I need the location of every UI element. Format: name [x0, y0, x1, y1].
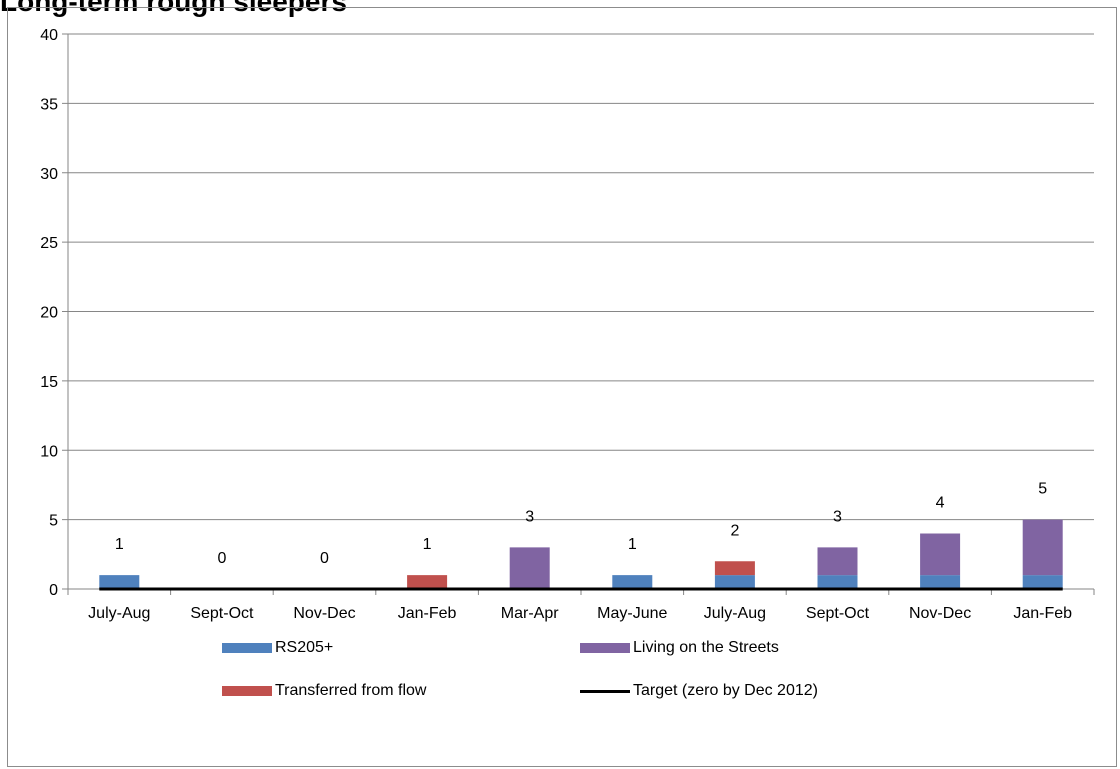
bar-transferred-from-flow-6 [714, 561, 755, 576]
x-tick-label: Jan-Feb [1013, 605, 1072, 622]
total-label: 4 [936, 495, 945, 512]
bar-rs205--8 [920, 575, 961, 589]
bar-rs205--7 [817, 575, 858, 589]
total-label: 0 [217, 550, 226, 567]
bar-living-on-the-streets-9 [1022, 519, 1063, 576]
x-tick-label: May-June [597, 605, 667, 622]
chart-title: Long-term rough sleepers [0, 0, 347, 17]
x-tick-label: Sept-Oct [806, 605, 870, 622]
y-tick-label: 10 [40, 443, 58, 460]
x-tick-label: Sept-Oct [190, 605, 254, 622]
total-label: 1 [115, 536, 124, 553]
y-tick-label: 5 [49, 513, 58, 530]
chart-frame [7, 7, 1117, 767]
x-tick-label: July-Aug [704, 605, 766, 622]
x-tick-label: Nov-Dec [293, 605, 355, 622]
y-tick-label: 20 [40, 305, 58, 322]
bar-rs205--0 [99, 575, 140, 589]
total-label: 2 [730, 522, 739, 539]
bar-living-on-the-streets-4 [509, 547, 550, 589]
bar-rs205--9 [1022, 575, 1063, 589]
y-tick-label: 40 [40, 27, 58, 44]
x-tick-label: Jan-Feb [398, 605, 457, 622]
y-tick-label: 35 [40, 96, 58, 113]
x-tick-label: Mar-Apr [501, 605, 559, 622]
total-label: 3 [525, 508, 534, 525]
total-label: 1 [628, 536, 637, 553]
bar-living-on-the-streets-7 [817, 547, 858, 576]
x-tick-label: Nov-Dec [909, 605, 971, 622]
y-tick-label: 30 [40, 166, 58, 183]
bar-living-on-the-streets-8 [920, 533, 961, 576]
total-label: 1 [423, 536, 432, 553]
y-tick-label: 25 [40, 235, 58, 252]
y-tick-label: 0 [49, 582, 58, 599]
total-label: 0 [320, 550, 329, 567]
bar-transferred-from-flow-3 [407, 575, 448, 589]
bar-rs205--6 [714, 575, 755, 589]
bar-rs205--5 [612, 575, 653, 589]
x-tick-label: July-Aug [88, 605, 150, 622]
y-tick-label: 15 [40, 374, 58, 391]
total-label: 3 [833, 508, 842, 525]
total-label: 5 [1038, 481, 1047, 498]
